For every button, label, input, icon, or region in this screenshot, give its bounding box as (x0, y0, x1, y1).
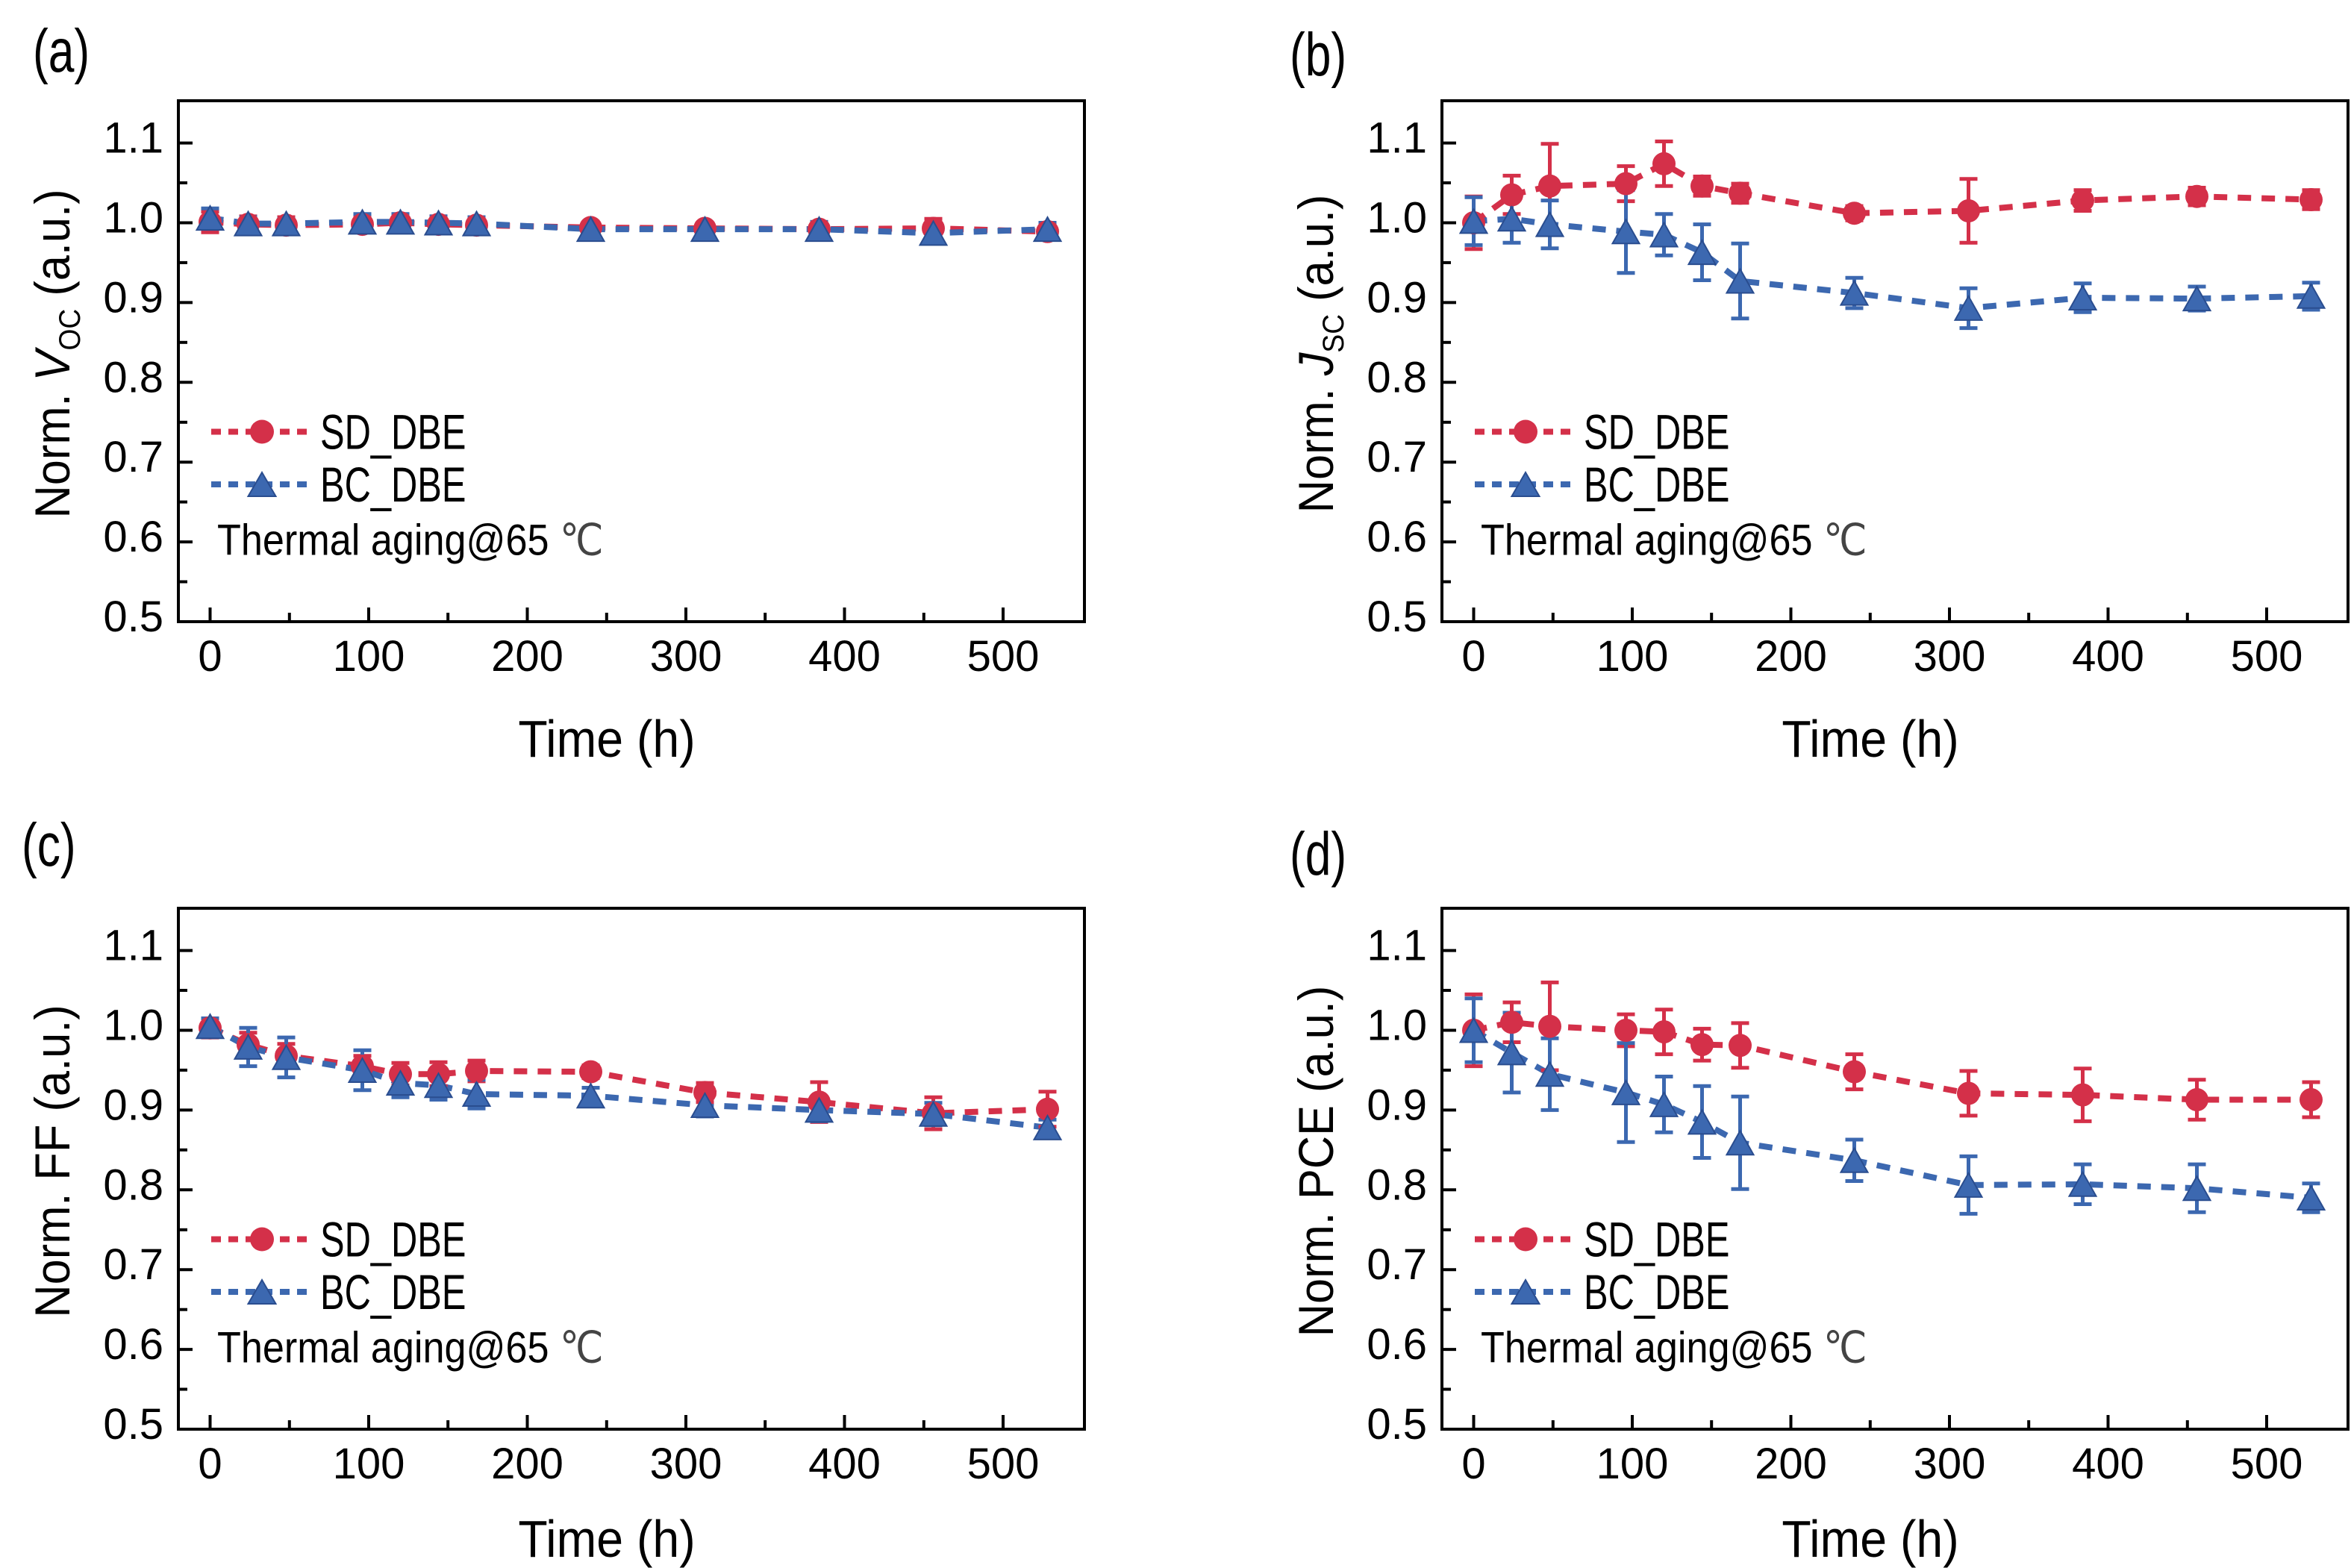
svg-text:0.5: 0.5 (103, 593, 163, 641)
svg-text:Thermal aging@65 ℃: Thermal aging@65 ℃ (1481, 1323, 1867, 1372)
svg-text:200: 200 (1755, 1440, 1827, 1488)
svg-text:100: 100 (333, 632, 405, 681)
svg-text:Time (h): Time (h) (1782, 710, 1958, 769)
svg-text:200: 200 (491, 632, 563, 681)
svg-text:0.8: 0.8 (1367, 353, 1427, 402)
svg-text:Time (h): Time (h) (518, 710, 695, 769)
svg-text:1.0: 1.0 (1367, 1002, 1427, 1050)
svg-text:0.9: 0.9 (103, 273, 163, 322)
svg-text:0.7: 0.7 (1367, 1240, 1427, 1289)
svg-text:0.6: 0.6 (103, 513, 163, 561)
svg-text:0: 0 (198, 632, 222, 681)
svg-text:Time (h): Time (h) (518, 1511, 695, 1568)
svg-text:0.8: 0.8 (103, 1161, 163, 1209)
svg-text:300: 300 (650, 632, 722, 681)
svg-text:100: 100 (1596, 1440, 1669, 1488)
svg-text:0.9: 0.9 (1367, 273, 1427, 322)
svg-text:500: 500 (2231, 1440, 2303, 1488)
svg-text:0: 0 (1461, 1440, 1485, 1488)
svg-text:1.0: 1.0 (1367, 194, 1427, 243)
svg-text:500: 500 (2231, 632, 2303, 681)
svg-text:0.5: 0.5 (1367, 593, 1427, 641)
svg-text:0.5: 0.5 (103, 1400, 163, 1449)
svg-text:Thermal aging@65 ℃: Thermal aging@65 ℃ (1481, 516, 1867, 564)
svg-text:200: 200 (491, 1440, 563, 1488)
svg-text:1.1: 1.1 (103, 114, 163, 163)
svg-text:1.1: 1.1 (1367, 114, 1427, 163)
svg-text:400: 400 (2072, 632, 2144, 681)
svg-text:SD_DBE: SD_DBE (1584, 1212, 1729, 1267)
svg-text:400: 400 (808, 1440, 881, 1488)
svg-text:Norm. JSC (a.u.): Norm. JSC (a.u.) (1288, 195, 1350, 513)
svg-text:0.8: 0.8 (103, 353, 163, 402)
svg-text:0.5: 0.5 (1367, 1400, 1427, 1449)
svg-text:300: 300 (1914, 1440, 1986, 1488)
svg-text:0.6: 0.6 (1367, 513, 1427, 561)
svg-text:1.1: 1.1 (1367, 922, 1427, 970)
svg-text:(d): (d) (1290, 820, 1346, 888)
svg-text:SD_DBE: SD_DBE (320, 1212, 466, 1267)
svg-text:Thermal aging@65 ℃: Thermal aging@65 ℃ (217, 516, 604, 564)
svg-text:(c): (c) (22, 811, 76, 879)
svg-text:0.9: 0.9 (103, 1081, 163, 1129)
svg-text:300: 300 (650, 1440, 722, 1488)
svg-text:Time (h): Time (h) (1782, 1511, 1958, 1568)
svg-text:SD_DBE: SD_DBE (1584, 405, 1729, 460)
svg-text:0.8: 0.8 (1367, 1161, 1427, 1209)
svg-text:100: 100 (333, 1440, 405, 1488)
svg-text:0.7: 0.7 (1367, 433, 1427, 481)
svg-text:(b): (b) (1290, 21, 1346, 89)
svg-text:Thermal aging@65 ℃: Thermal aging@65 ℃ (217, 1323, 604, 1372)
svg-text:(a): (a) (33, 17, 90, 85)
svg-text:BC_DBE: BC_DBE (320, 457, 466, 513)
svg-text:100: 100 (1596, 632, 1669, 681)
svg-text:0: 0 (1461, 632, 1485, 681)
svg-text:500: 500 (967, 632, 1040, 681)
svg-text:0: 0 (198, 1440, 222, 1488)
svg-text:1.0: 1.0 (103, 194, 163, 243)
svg-text:Norm. VOC (a.u.): Norm. VOC (a.u.) (25, 189, 87, 518)
svg-text:BC_DBE: BC_DBE (1584, 457, 1729, 513)
svg-text:1.1: 1.1 (103, 922, 163, 970)
svg-text:200: 200 (1755, 632, 1827, 681)
svg-text:Norm. FF (a.u.): Norm. FF (a.u.) (25, 1005, 81, 1317)
svg-text:300: 300 (1914, 632, 1986, 681)
svg-text:0.6: 0.6 (1367, 1320, 1427, 1369)
svg-text:0.7: 0.7 (103, 1240, 163, 1289)
svg-text:400: 400 (808, 632, 881, 681)
svg-text:1.0: 1.0 (103, 1002, 163, 1050)
svg-text:500: 500 (967, 1440, 1040, 1488)
svg-text:0.9: 0.9 (1367, 1081, 1427, 1129)
svg-text:Norm. PCE (a.u.): Norm. PCE (a.u.) (1288, 986, 1344, 1337)
svg-text:SD_DBE: SD_DBE (320, 405, 466, 460)
svg-text:BC_DBE: BC_DBE (1584, 1265, 1729, 1320)
svg-text:0.7: 0.7 (103, 433, 163, 481)
svg-text:400: 400 (2072, 1440, 2144, 1488)
svg-text:0.6: 0.6 (103, 1320, 163, 1369)
svg-text:BC_DBE: BC_DBE (320, 1265, 466, 1320)
